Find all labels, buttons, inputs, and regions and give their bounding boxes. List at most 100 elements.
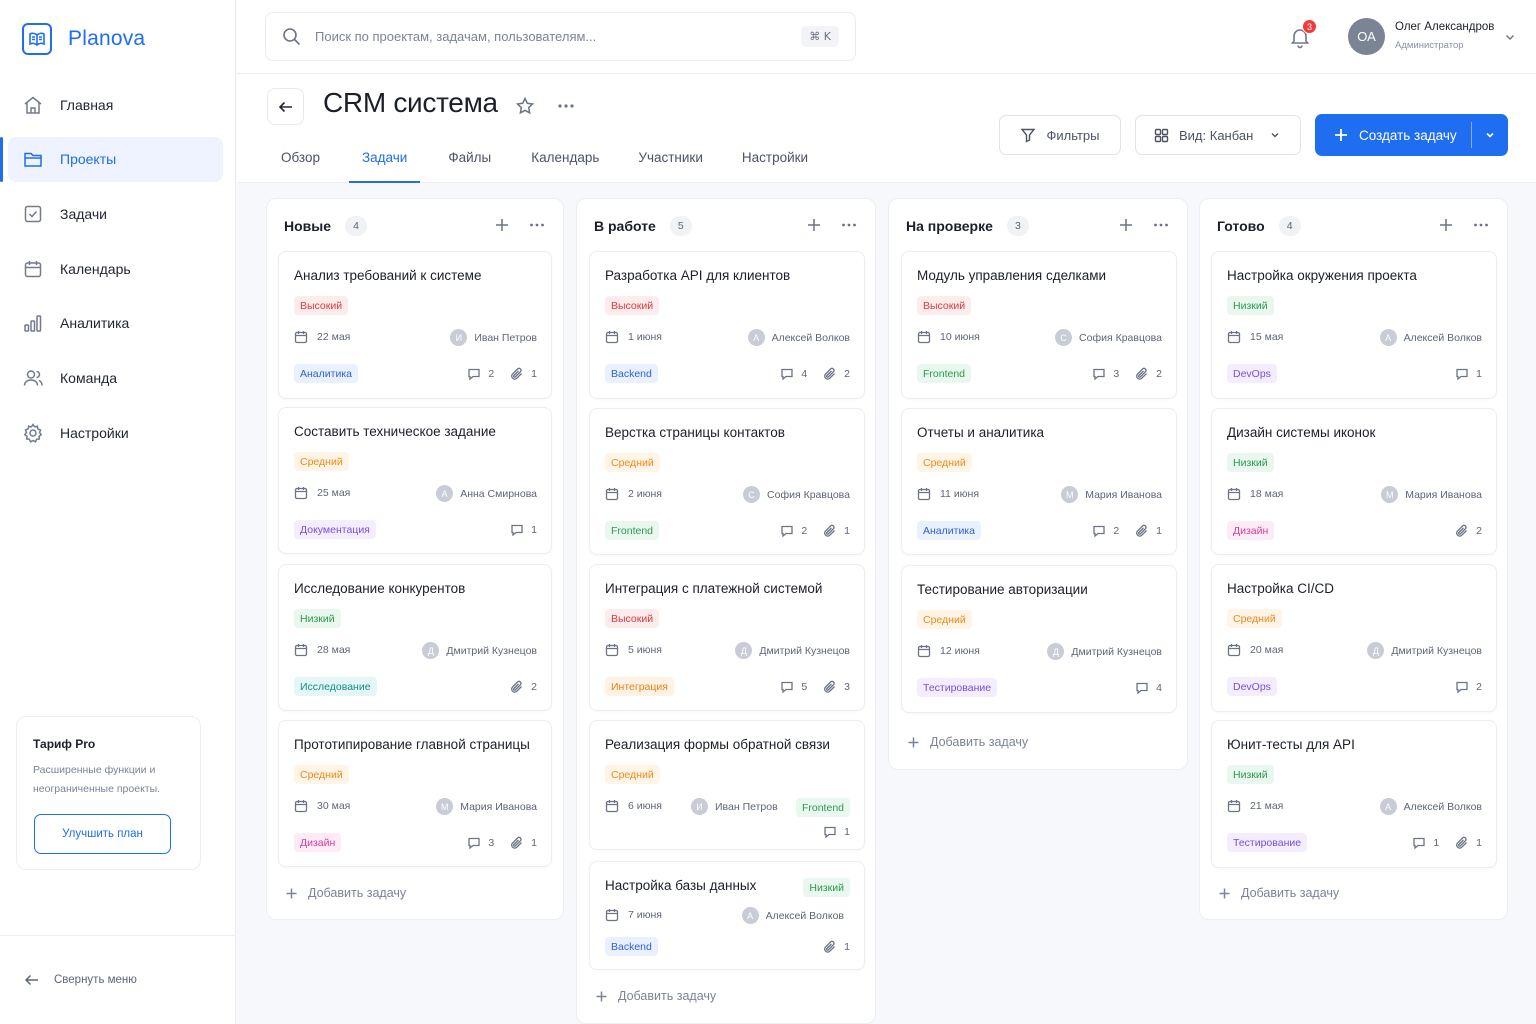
comments-count[interactable]: 2: [780, 524, 807, 538]
attachments-count[interactable]: 1: [510, 367, 537, 381]
logo[interactable]: Planova: [22, 23, 145, 55]
attachments-count[interactable]: 2: [823, 367, 850, 381]
comments-count[interactable]: 3: [1092, 367, 1119, 381]
task-card[interactable]: Отчеты и аналитика Средний 11 июня М Мария И…: [901, 408, 1177, 555]
view-select[interactable]: Вид: Канбан: [1135, 115, 1301, 155]
due-date: 6 июня: [605, 799, 662, 813]
task-card[interactable]: Прототипирование главной страницы Средний…: [278, 720, 552, 867]
comments-count[interactable]: 2: [1455, 680, 1482, 694]
sidebar-item-settings[interactable]: Настройки: [8, 410, 223, 455]
create-task-main[interactable]: Создать задачу: [1315, 114, 1471, 156]
more-options-icon[interactable]: [555, 96, 577, 116]
add-task-button[interactable]: Добавить задачу: [595, 989, 716, 1003]
tab-tasks[interactable]: Задачи: [348, 140, 421, 183]
add-task-button[interactable]: Добавить задачу: [285, 886, 406, 900]
tab-settings[interactable]: Настройки: [741, 150, 809, 165]
task-card[interactable]: Дизайн системы иконок Низкий 18 мая М Мария …: [1211, 408, 1497, 555]
add-card-icon[interactable]: [1117, 216, 1135, 234]
attachments-count[interactable]: 1: [823, 524, 850, 538]
back-button[interactable]: [267, 88, 304, 125]
sidebar-item-tasks[interactable]: Задачи: [8, 191, 223, 236]
sidebar-item-calendar[interactable]: Календарь: [8, 246, 223, 291]
task-card[interactable]: Исследование конкурентов Низкий 28 мая Д Дми…: [278, 564, 552, 711]
assignee[interactable]: С София Кравцова: [1055, 329, 1162, 346]
star-icon[interactable]: [515, 96, 535, 116]
attachments-count[interactable]: 2: [510, 680, 537, 694]
task-card[interactable]: Тестирование авторизации Средний 12 июня Д Д…: [901, 565, 1177, 713]
assignee[interactable]: Д Дмитрий Кузнецов: [1047, 643, 1162, 660]
attachments-count[interactable]: 1: [1135, 524, 1162, 538]
search-input[interactable]: [315, 29, 788, 44]
attachments-count[interactable]: 2: [1135, 367, 1162, 381]
assignee[interactable]: Д Дмитрий Кузнецов: [422, 642, 537, 659]
sidebar-item-home[interactable]: Главная: [8, 82, 223, 127]
attachments-count[interactable]: 1: [510, 836, 537, 850]
user-avatar[interactable]: ОА: [1348, 18, 1385, 55]
task-card[interactable]: Анализ требований к системе Высокий 22 мая…: [278, 251, 552, 399]
comments-count[interactable]: 1: [1455, 367, 1482, 381]
sidebar-item-team[interactable]: Команда: [8, 355, 223, 400]
assignee[interactable]: А Алексей Волков: [747, 329, 850, 346]
add-task-button[interactable]: Добавить задачу: [907, 735, 1028, 749]
create-task-dropdown[interactable]: [1472, 114, 1508, 156]
assignee-name: София Кравцова: [1079, 331, 1162, 344]
attachments-count[interactable]: 3: [823, 680, 850, 694]
task-card[interactable]: Настройка окружения проекта Низкий 15 мая А…: [1211, 251, 1497, 399]
tab-overview[interactable]: Обзор: [281, 150, 320, 165]
task-card[interactable]: Модуль управления сделками Высокий 10 июня…: [901, 251, 1177, 399]
comments-count[interactable]: 5: [780, 680, 807, 694]
comments-count[interactable]: 1: [510, 523, 537, 537]
column-more-icon[interactable]: [840, 216, 858, 234]
add-task-button[interactable]: Добавить задачу: [1218, 886, 1339, 900]
task-card[interactable]: Интеграция с платежной системой Высокий 5 …: [589, 564, 865, 711]
filters-button[interactable]: Фильтры: [999, 115, 1121, 155]
comments-count[interactable]: 4: [1135, 681, 1162, 695]
column-more-icon[interactable]: [1472, 216, 1490, 234]
assignee[interactable]: А Алексей Волков: [1379, 329, 1482, 346]
comments-count[interactable]: 2: [467, 367, 494, 381]
assignee[interactable]: Д Дмитрий Кузнецов: [1367, 642, 1482, 659]
assignee[interactable]: И Иван Петров: [450, 329, 537, 346]
task-card[interactable]: Разработка API для клиентов Высокий 1 июня…: [589, 251, 865, 399]
comments-value: 2: [488, 368, 495, 380]
assignee[interactable]: М Мария Иванова: [1381, 486, 1482, 503]
column-more-icon[interactable]: [1152, 216, 1170, 234]
comments-count[interactable]: 3: [467, 836, 494, 850]
task-card[interactable]: Настройка базы данных Низкий 7 июня А Алексе…: [589, 861, 865, 970]
comments-count[interactable]: 4: [780, 367, 807, 381]
column-more-icon[interactable]: [528, 216, 546, 234]
assignee[interactable]: С София Кравцова: [743, 486, 850, 503]
assignee[interactable]: Д Дмитрий Кузнецов: [735, 642, 850, 659]
assignee[interactable]: А Алексей Волков: [741, 907, 844, 924]
assignee[interactable]: И Иван Петров: [691, 798, 778, 815]
comments-count[interactable]: 2: [1092, 524, 1119, 538]
assignee[interactable]: А Анна Смирнова: [436, 485, 537, 502]
assignee[interactable]: М Мария Иванова: [436, 798, 537, 815]
add-card-icon[interactable]: [1437, 216, 1455, 234]
tab-files[interactable]: Файлы: [448, 150, 492, 165]
assignee[interactable]: А Алексей Волков: [1379, 798, 1482, 815]
comments-count[interactable]: 1: [823, 825, 850, 839]
create-task-button[interactable]: Создать задачу: [1315, 114, 1508, 156]
add-card-icon[interactable]: [493, 216, 511, 234]
user-name[interactable]: Олег Александров: [1395, 21, 1495, 33]
search-box[interactable]: ⌘ K: [265, 12, 856, 61]
task-card[interactable]: Настройка CI/CD Средний 20 мая Д Дмитрий Куз…: [1211, 564, 1497, 712]
upgrade-plan-button[interactable]: Улучшить план: [34, 814, 171, 854]
attachments-count[interactable]: 1: [1455, 836, 1482, 850]
comments-count[interactable]: 1: [1412, 836, 1439, 850]
task-card[interactable]: Реализация формы обратной связи Средний 6 …: [589, 720, 865, 850]
sidebar-item-projects[interactable]: Проекты: [0, 136, 223, 182]
tab-calendar[interactable]: Календарь: [531, 150, 600, 165]
sidebar-item-analytics[interactable]: Аналитика: [8, 301, 223, 346]
add-card-icon[interactable]: [805, 216, 823, 234]
attachments-count[interactable]: 2: [1455, 524, 1482, 538]
task-card[interactable]: Составить техническое задание Средний 25 м…: [278, 407, 552, 554]
task-card[interactable]: Верстка страницы контактов Средний 2 июня С…: [589, 408, 865, 555]
tab-members[interactable]: Участники: [638, 150, 703, 165]
task-card[interactable]: Юнит-тесты для API Низкий 21 мая А Алексей В…: [1211, 720, 1497, 868]
collapse-menu-button[interactable]: Свернуть меню: [0, 935, 236, 1024]
assignee[interactable]: М Мария Иванова: [1061, 486, 1162, 503]
attachments-count[interactable]: 1: [823, 940, 850, 954]
chevron-down-icon[interactable]: [1503, 30, 1517, 44]
